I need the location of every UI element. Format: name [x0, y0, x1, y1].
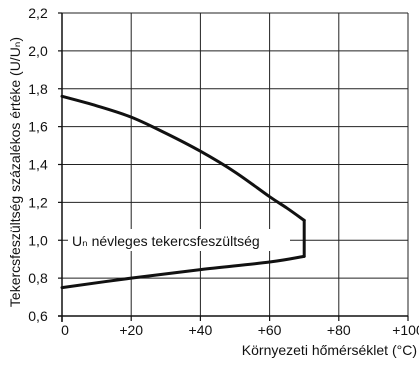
y-tick-label: 1,0 [28, 232, 48, 248]
x-tick-label: +20 [119, 322, 143, 338]
y-tick-label: 1,8 [28, 81, 48, 97]
x-tick-label: +40 [189, 322, 213, 338]
grid-layer [62, 12, 409, 316]
x-tick-label: +60 [258, 322, 282, 338]
x-tick-label: 0 [61, 322, 69, 338]
y-tick-label: 2,0 [28, 43, 48, 59]
series-layer [60, 94, 306, 290]
x-tick-label: +80 [327, 322, 351, 338]
y-axis-label: Tekercsfeszültség százalékos értéke (U/U… [7, 37, 23, 307]
y-tick-label: 1,4 [28, 157, 48, 173]
series-lower-limit [60, 254, 306, 290]
axis-layer: 0,6 0,8 1,0 1,2 1,4 1,6 1,8 2,0 2,2 0 +20 +40 +60 +80… [28, 5, 419, 338]
y-tick-label: 0,8 [28, 270, 48, 286]
y-tick-label: 2,2 [28, 5, 48, 21]
y-tick-label: 1,6 [28, 119, 48, 135]
label-layer: Uₙ névleges tekercsfeszültség Környezeti… [7, 37, 417, 358]
y-tick-label: 1,2 [28, 194, 48, 210]
x-tick-label: +100 [392, 322, 419, 338]
annotation-nominal-voltage: Uₙ névleges tekercsfeszültség [72, 233, 260, 249]
x-axis-label: Környezeti hőmérséklet (°C) [242, 342, 417, 358]
y-tick-label: 0,6 [28, 308, 48, 324]
annotation-background [68, 229, 290, 251]
series-upper-limit [60, 94, 306, 222]
